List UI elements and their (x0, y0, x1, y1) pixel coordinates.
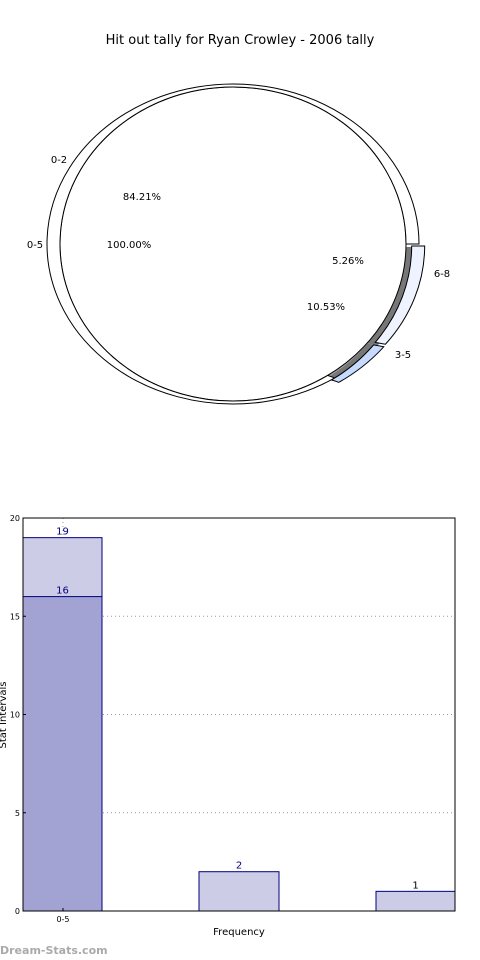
pie-chart: Hit out tally for Ryan Crowley - 2006 ta… (27, 33, 450, 405)
bar-value-label-3: 1 (412, 880, 418, 891)
y-axis-label: Stat Intervals (0, 681, 9, 748)
pie-shadow-6-8 (325, 343, 378, 381)
bar-3 (375, 890, 456, 912)
x-axis-label: Frequency (213, 927, 265, 938)
pie-label-0-2: 0-2 (51, 155, 67, 166)
bar-value-label-1: 16 (56, 586, 69, 597)
y-tick-label-5: 5 (15, 809, 20, 818)
pie-shadow-3-5 (367, 247, 417, 346)
pie-pct-inner-0-5: 100.00% (107, 240, 152, 251)
pie-label-inner-0-5: 0-5 (27, 240, 43, 251)
y-tick-label-0: 0 (15, 907, 20, 916)
y-tick-label-20: 20 (10, 514, 20, 523)
bar-1 (22, 596, 103, 912)
pie-title: Hit out tally for Ryan Crowley - 2006 ta… (106, 33, 375, 48)
pie-pct-3-5: 10.53% (307, 302, 345, 313)
pie-label-3-5: 3-5 (395, 350, 411, 361)
watermark-text: Dream-Stats.com (0, 944, 108, 957)
pie-label-6-8: 6-8 (434, 269, 450, 280)
bar-chart: 0 5 10 15 20 0-5 19 16 2 1 Frequency Stat Inter… (0, 514, 456, 938)
bar-series (22, 537, 456, 912)
pie-slices (46, 83, 426, 405)
y-tick-label-10: 10 (10, 711, 20, 720)
pie-slice-3-5 (374, 245, 426, 345)
bar-2 (198, 871, 280, 912)
pie-labels: 0-2 84.21% 6-8 5.26% 3-5 10.53% 0-5 100.00% (27, 155, 450, 361)
bar-x-ticks: 0-5 (56, 908, 70, 924)
pie-pct-0-2: 84.21% (123, 192, 161, 203)
bar-value-label-2: 2 (236, 861, 242, 872)
x-tick-label-0: 0-5 (56, 915, 69, 924)
bar-value-label-0: 19 (56, 527, 69, 538)
pie-slice-6-8 (330, 344, 385, 383)
pie-pct-6-8: 5.26% (332, 256, 364, 267)
y-tick-label-15: 15 (10, 612, 20, 621)
bar-value-labels: 19 16 2 1 (56, 527, 419, 892)
bar-y-ticks: 0 5 10 15 20 (10, 514, 26, 916)
